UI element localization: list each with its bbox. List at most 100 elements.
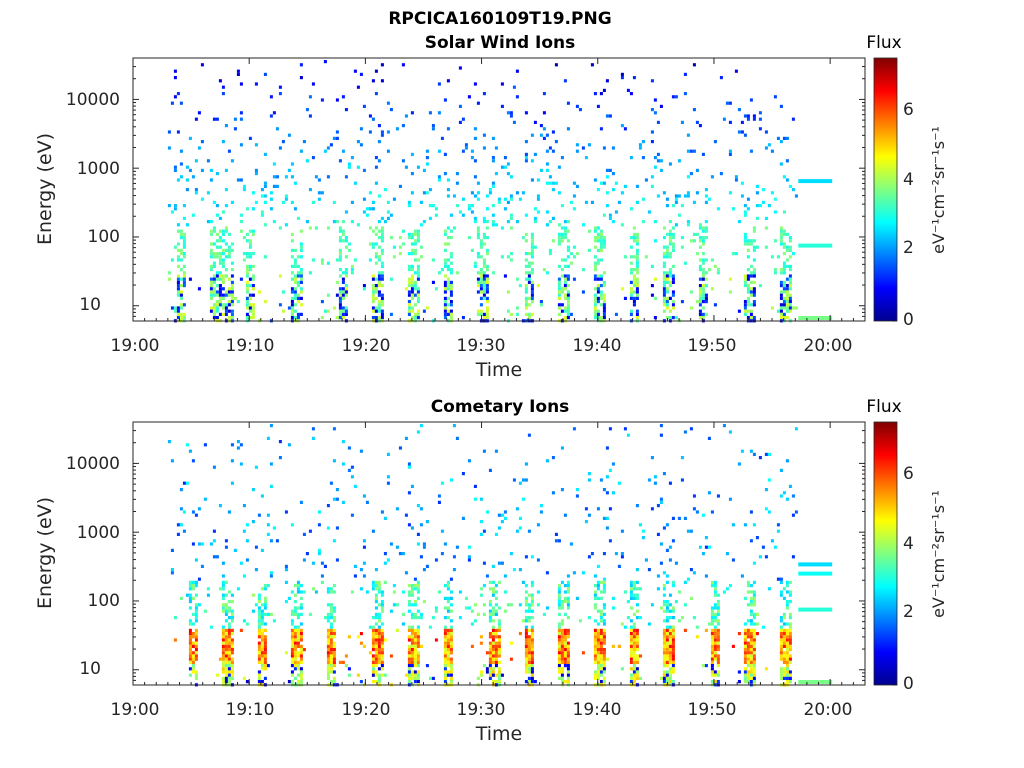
heatmap-cell <box>305 159 309 163</box>
heatmap-cell <box>776 577 780 581</box>
heatmap-cell <box>410 248 414 252</box>
heatmap-cell <box>560 236 564 240</box>
heatmap-cell <box>380 606 384 610</box>
heatmap-cell <box>545 459 549 463</box>
heatmap-cell <box>746 274 750 278</box>
heatmap-cell <box>365 213 369 217</box>
heatmap-cell <box>269 484 273 488</box>
heatmap-cell <box>176 223 180 227</box>
heatmap-cell <box>338 300 342 304</box>
heatmap-cell <box>698 124 702 128</box>
heatmap-cell <box>191 641 195 645</box>
heatmap-cell <box>380 309 384 313</box>
heatmap-cell <box>245 680 249 684</box>
heatmap-cell <box>338 316 342 320</box>
heatmap-cell <box>221 603 225 607</box>
heatmap-cell <box>749 596 753 600</box>
heatmap-cell <box>227 600 231 604</box>
heatmap-cell <box>722 117 726 121</box>
heatmap-cell <box>191 644 195 648</box>
heatmap-cell <box>344 274 348 278</box>
heatmap-cell <box>746 277 750 281</box>
heatmap-cell <box>455 204 459 208</box>
heatmap-cell <box>659 104 663 108</box>
heatmap-cell <box>626 600 630 604</box>
heatmap-cell <box>665 632 669 636</box>
heatmap-cell <box>335 497 339 501</box>
heatmap-cell <box>749 290 753 294</box>
heatmap-cell <box>593 255 597 259</box>
heatmap-cell <box>566 670 570 674</box>
heatmap-cell <box>296 654 300 658</box>
heatmap-cell <box>446 584 450 588</box>
heatmap-cell <box>326 657 330 661</box>
heatmap-cell <box>668 648 672 652</box>
heatmap-cell <box>551 491 555 495</box>
heatmap-cell <box>182 277 186 281</box>
heatmap-cell <box>716 641 720 645</box>
heatmap-cell <box>227 635 231 639</box>
heatmap-cell <box>224 255 228 259</box>
heatmap-cell <box>407 603 411 607</box>
heatmap-cell <box>488 644 492 648</box>
heatmap-cell <box>530 676 534 680</box>
heatmap-cell <box>248 255 252 259</box>
heatmap-cell <box>329 657 333 661</box>
heatmap-cell <box>443 229 447 233</box>
heatmap-cell <box>593 309 597 313</box>
heatmap-cell <box>557 296 561 300</box>
heatmap-cell <box>557 667 561 671</box>
heatmap-cell <box>416 641 420 645</box>
heatmap-cell <box>560 680 564 684</box>
heatmap-cell <box>179 229 183 233</box>
heatmap-cell <box>458 120 462 124</box>
heatmap-cell <box>491 204 495 208</box>
heatmap-cell <box>491 156 495 160</box>
heatmap-cell <box>680 245 684 249</box>
heatmap-cell <box>443 654 447 658</box>
heatmap-cell <box>653 296 657 300</box>
heatmap-cell <box>659 433 663 437</box>
heatmap-cell <box>227 255 231 259</box>
heatmap-cell <box>380 133 384 137</box>
heatmap-cell <box>785 245 789 249</box>
heatmap-cell <box>245 284 249 288</box>
heatmap-cell <box>674 194 678 198</box>
heatmap-cell <box>743 280 747 284</box>
heatmap-cell <box>560 651 564 655</box>
heatmap-cell <box>482 271 486 275</box>
heatmap-cell <box>608 216 612 220</box>
heatmap-cell <box>695 625 699 629</box>
heatmap-cell <box>497 200 501 204</box>
heatmap-cell <box>299 63 303 67</box>
heatmap-cell <box>482 146 486 150</box>
heatmap-cell <box>551 216 555 220</box>
heatmap-cell <box>566 239 570 243</box>
heatmap-cell <box>698 303 702 307</box>
heatmap-cell <box>266 532 270 536</box>
heatmap-cell <box>602 181 606 185</box>
heatmap-cell <box>413 303 417 307</box>
heatmap-cell <box>782 670 786 674</box>
heatmap-cell <box>515 69 519 73</box>
heatmap-cell <box>671 609 675 613</box>
heatmap-cell <box>560 660 564 664</box>
heatmap-cell <box>272 175 276 179</box>
heatmap-cell <box>635 287 639 291</box>
heatmap-cell <box>290 622 294 626</box>
heatmap-cell <box>713 590 717 594</box>
heatmap-cell <box>509 258 513 262</box>
heatmap-cell <box>284 510 288 514</box>
heatmap-cell <box>377 194 381 198</box>
heatmap-cell <box>560 156 564 160</box>
heatmap-cell <box>698 296 702 300</box>
heatmap-cell <box>299 648 303 652</box>
heatmap-cell <box>188 277 192 281</box>
x-tick-label: 19:50 <box>688 336 737 356</box>
x-tick-label: 19:10 <box>226 336 275 356</box>
heatmap-cell <box>206 191 210 195</box>
heatmap-cell <box>740 120 744 124</box>
heatmap-cell <box>212 312 216 316</box>
heatmap-cell <box>581 651 585 655</box>
heatmap-cell <box>737 462 741 466</box>
